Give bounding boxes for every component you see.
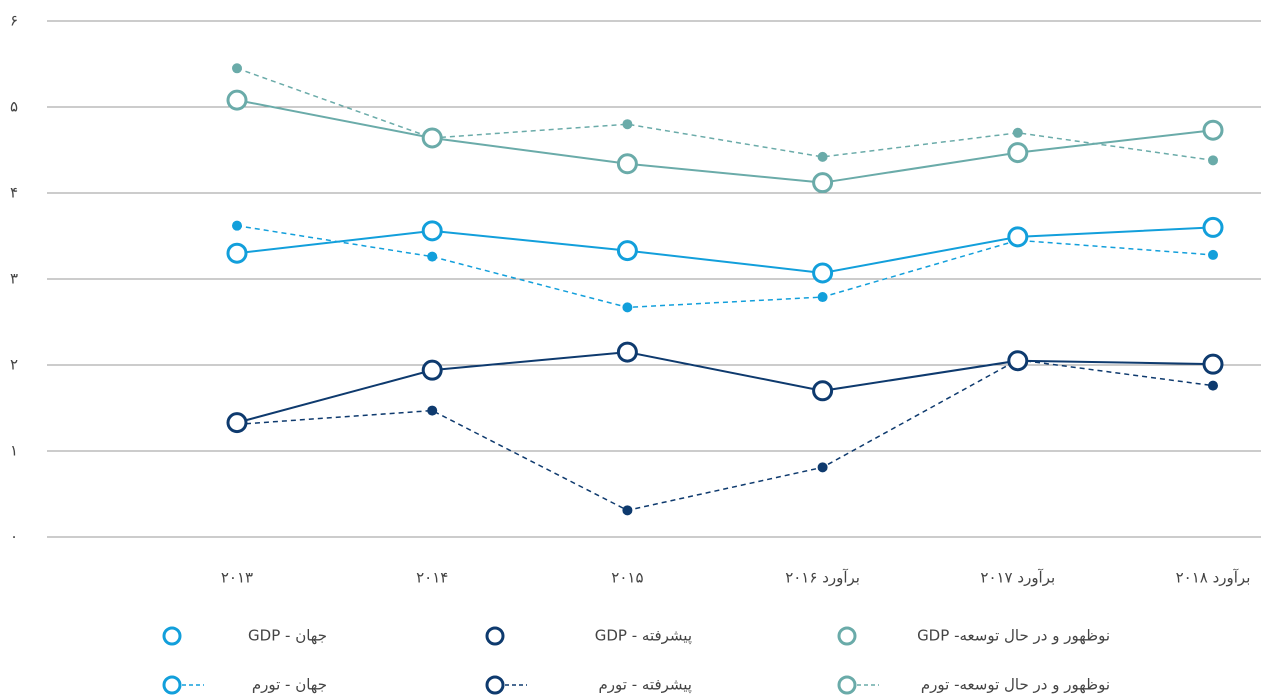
point (427, 405, 438, 416)
series-line (236, 99, 1214, 184)
point (812, 262, 834, 284)
point (622, 119, 633, 130)
point (1012, 127, 1023, 138)
legend-label: نوظهور و در حال توسعه- GDP (917, 627, 1110, 645)
legend-label: پیشرفته - GDP (595, 627, 692, 646)
point (1007, 226, 1029, 248)
point (1208, 380, 1218, 391)
legend-label: نوظهور و در حال توسعه- تورم (921, 676, 1110, 694)
legend-icon (485, 675, 505, 695)
legend-icon (162, 675, 182, 695)
point (817, 292, 828, 303)
point (421, 220, 443, 242)
point (421, 127, 443, 149)
y-tick-label: ۵ (10, 98, 18, 116)
point (226, 89, 248, 111)
series-line (236, 226, 1214, 274)
point (616, 153, 638, 175)
point (616, 240, 638, 262)
point (812, 380, 834, 402)
point (817, 462, 828, 473)
y-tick-label: ۱ (10, 442, 18, 460)
point (232, 63, 242, 74)
legend-label: جهان - تورم (252, 676, 327, 694)
x-tick-label: برآورد ۲۰۱۷ (980, 569, 1055, 587)
point (622, 302, 633, 313)
series-line (236, 359, 1214, 512)
x-tick-label: ۲۰۱۳ (221, 569, 253, 587)
series-line (236, 67, 1214, 162)
legend-label: پیشرفته - تورم (598, 676, 692, 695)
series-line (236, 224, 1214, 309)
y-tick-label: ۲ (10, 356, 18, 374)
point (622, 505, 633, 516)
point (1202, 353, 1224, 375)
legend-icon (837, 675, 857, 695)
point (1202, 119, 1224, 141)
series-line (236, 351, 1214, 424)
point (1208, 249, 1218, 260)
legend-label: جهان - GDP (248, 627, 327, 645)
point (226, 412, 248, 434)
point (1007, 142, 1029, 164)
y-tick-label: ۶ (10, 12, 18, 30)
point (817, 151, 828, 162)
point (421, 359, 443, 381)
x-tick-label: ۲۰۱۵ (611, 569, 643, 587)
y-tick-label: ۳ (10, 270, 18, 288)
x-tick-label: برآورد ۲۰۱۸ (1176, 569, 1251, 587)
y-tick-label: ۰ (10, 528, 18, 546)
legend-icon (485, 626, 505, 646)
point (616, 341, 638, 363)
point (427, 251, 438, 262)
point (1202, 216, 1224, 238)
legend-icon (837, 626, 857, 646)
point (1208, 155, 1218, 166)
legend-icon (162, 626, 182, 646)
x-tick-label: ۲۰۱۴ (416, 569, 448, 587)
point (232, 220, 242, 231)
point (226, 242, 248, 264)
x-tick-label: برآورد ۲۰۱۶ (785, 569, 860, 587)
point (1007, 350, 1029, 372)
y-tick-label: ۴ (10, 184, 18, 202)
point (812, 172, 834, 194)
